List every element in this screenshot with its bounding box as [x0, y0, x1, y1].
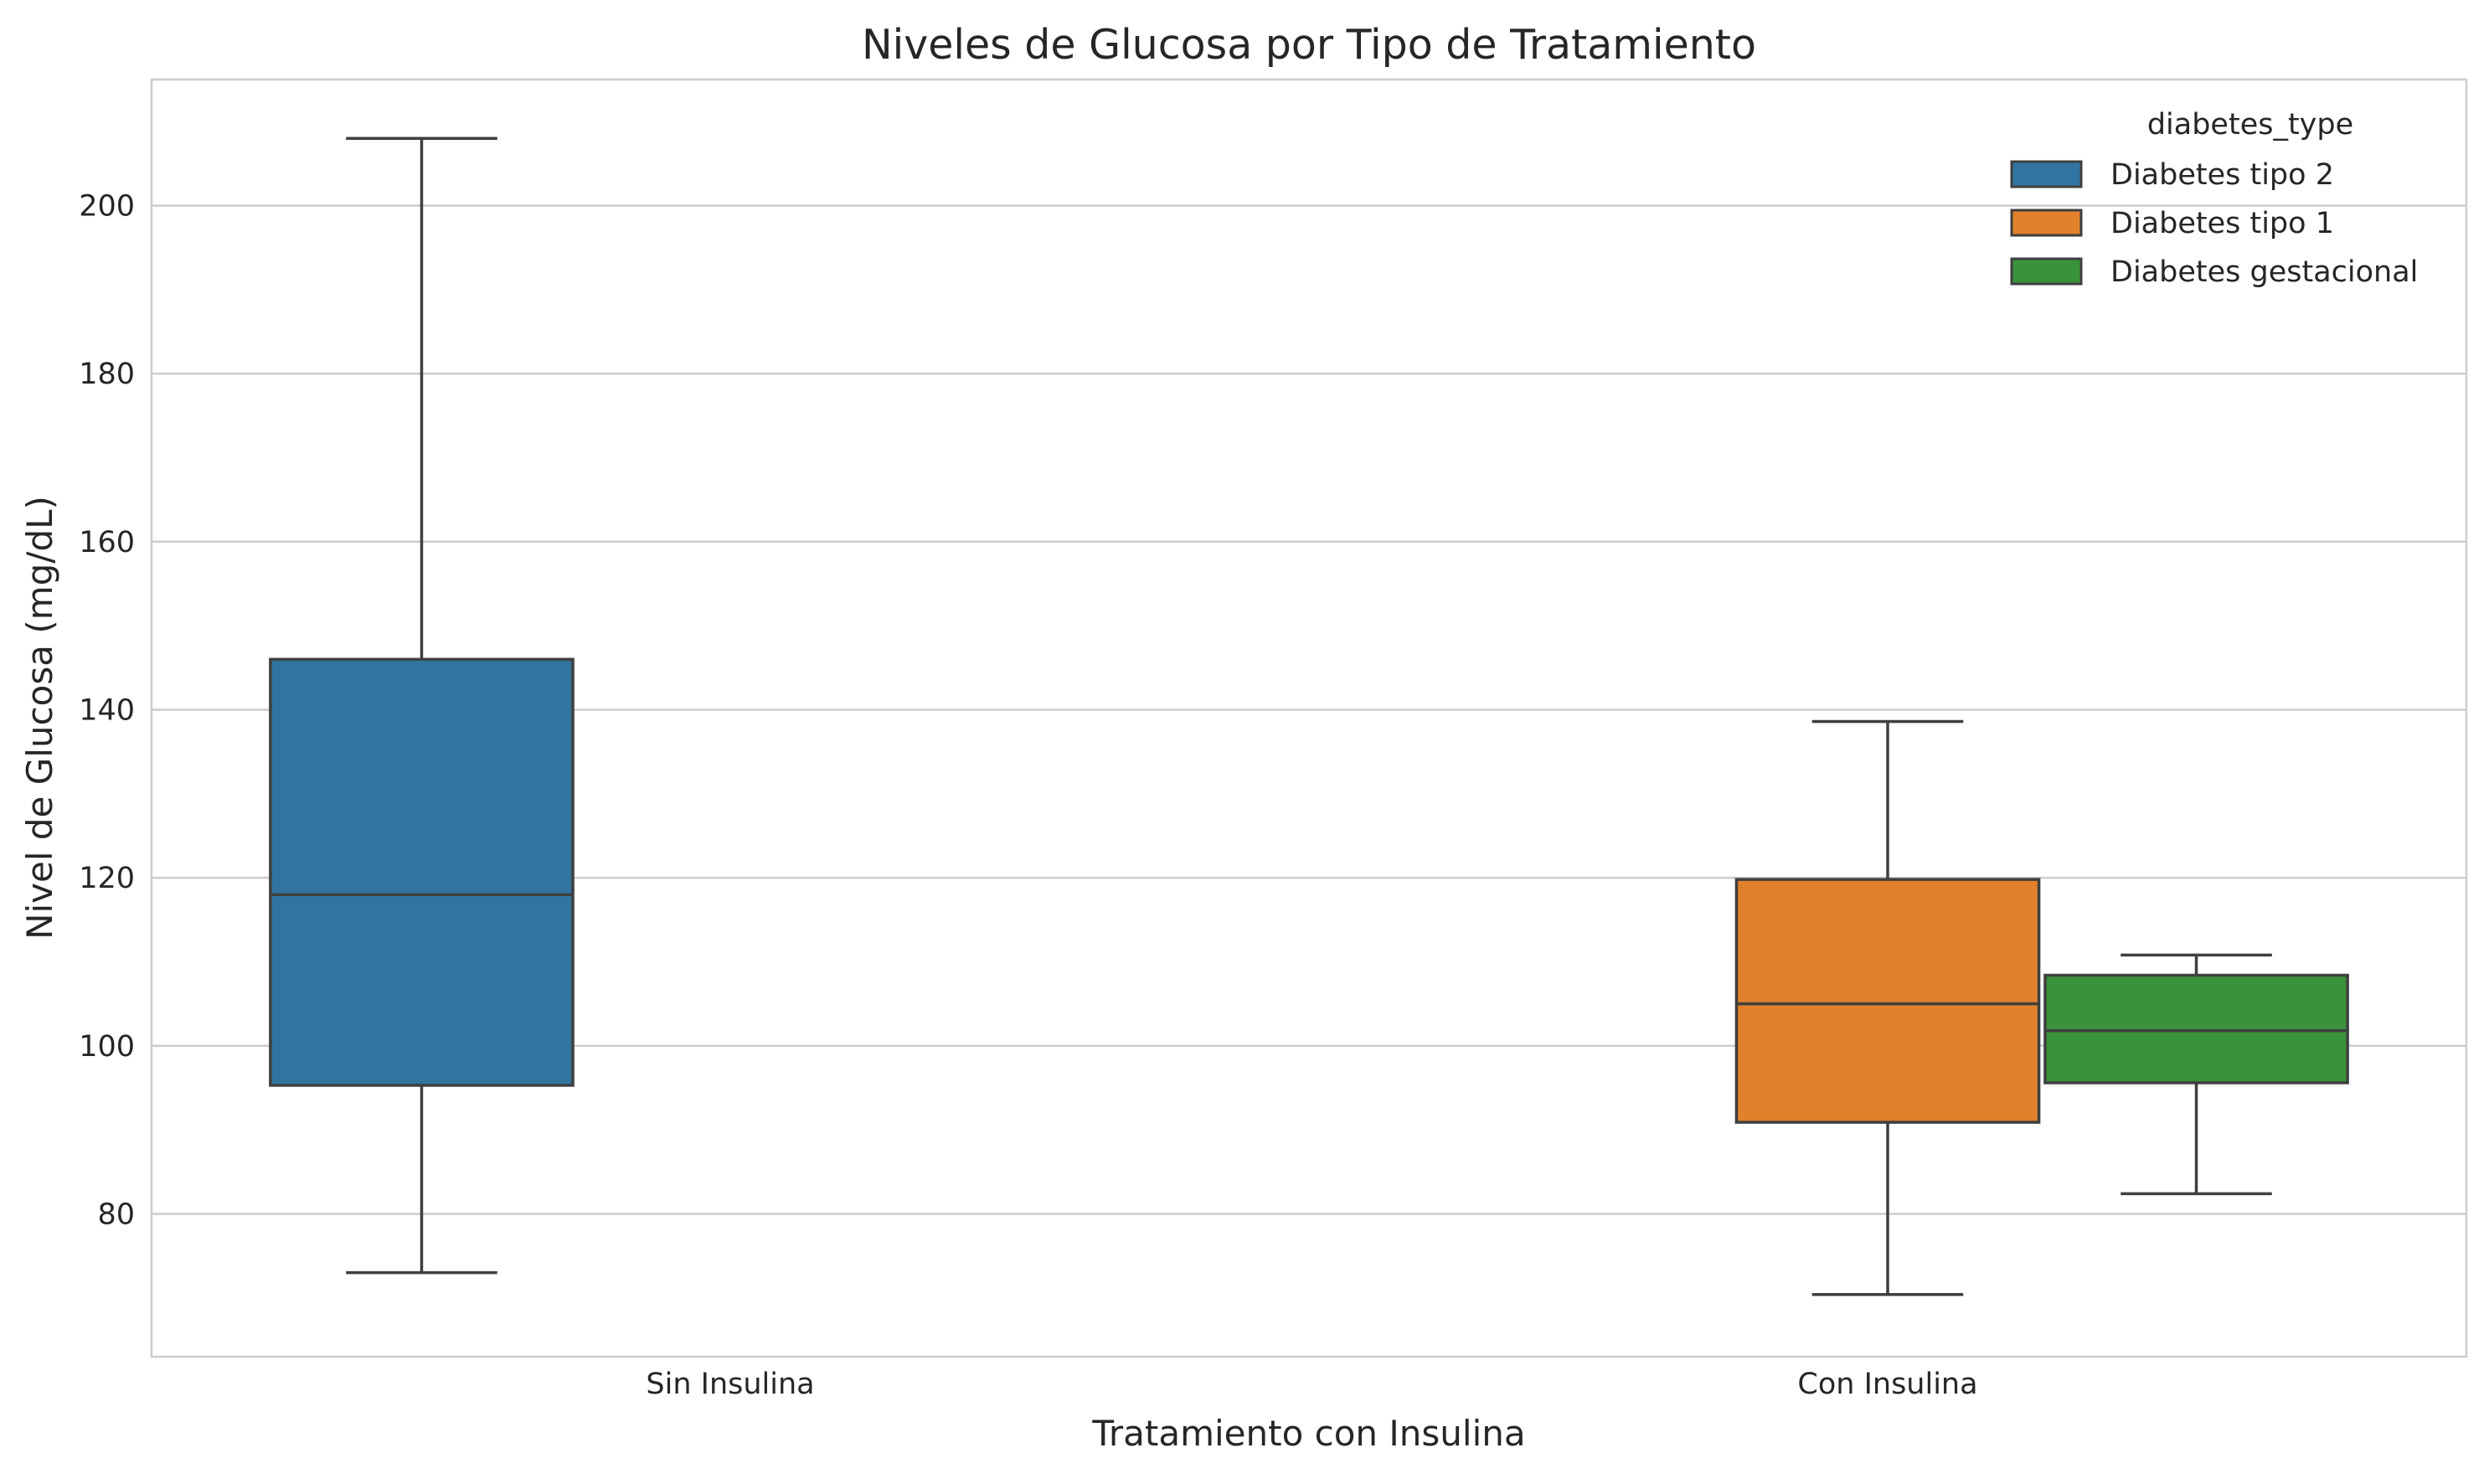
y-tick-label: 160 — [79, 526, 135, 559]
legend-title: diabetes_type — [2147, 108, 2353, 142]
y-tick-label: 140 — [79, 693, 135, 727]
x-tick-label: Con Insulina — [1797, 1368, 1977, 1401]
box-diabetes-gestacional-con-insulina — [2043, 953, 2349, 1196]
legend-label: Diabetes tipo 1 — [2110, 207, 2334, 240]
legend-swatch — [2010, 257, 2083, 286]
x-tick-label: Sin Insulina — [646, 1368, 814, 1401]
iqr-box — [269, 657, 575, 1087]
y-tick-label: 200 — [79, 189, 135, 223]
x-axis-label: Tratamiento con Insulina — [1091, 1413, 1525, 1454]
y-axis-label: Nivel de Glucosa (mg/dL) — [19, 496, 60, 940]
x-tick-labels: Sin Insulina Con Insulina — [646, 1368, 1977, 1401]
chart-title: Niveles de Glucosa por Tipo de Tratamien… — [862, 21, 1756, 69]
legend-swatch — [2010, 209, 2083, 237]
y-tick-label: 100 — [79, 1030, 135, 1064]
y-tick-label: 80 — [97, 1198, 135, 1231]
box-diabetes-tipo-2-sin-insulina — [269, 137, 575, 1275]
box-diabetes-tipo-1-con-insulina — [1734, 719, 2041, 1296]
legend-label: Diabetes gestacional — [2110, 255, 2418, 289]
y-tick-labels: 80 100 120 140 160 180 200 — [79, 189, 135, 1231]
legend-label: Diabetes tipo 2 — [2110, 158, 2334, 192]
iqr-box — [2043, 973, 2349, 1085]
boxes — [269, 137, 2349, 1296]
iqr-box — [1734, 878, 2041, 1124]
legend-swatch — [2010, 160, 2083, 188]
y-tick-label: 180 — [79, 358, 135, 391]
legend-entry: Diabetes tipo 1 — [2010, 207, 2334, 240]
legend-entry: Diabetes tipo 2 — [2010, 158, 2334, 192]
legend-entries: Diabetes tipo 2 Diabetes tipo 1 Diabetes g… — [2010, 158, 2418, 289]
plot-frame — [150, 78, 2468, 1358]
legend-entry: Diabetes gestacional — [2010, 255, 2418, 289]
y-tick-label: 120 — [79, 862, 135, 895]
